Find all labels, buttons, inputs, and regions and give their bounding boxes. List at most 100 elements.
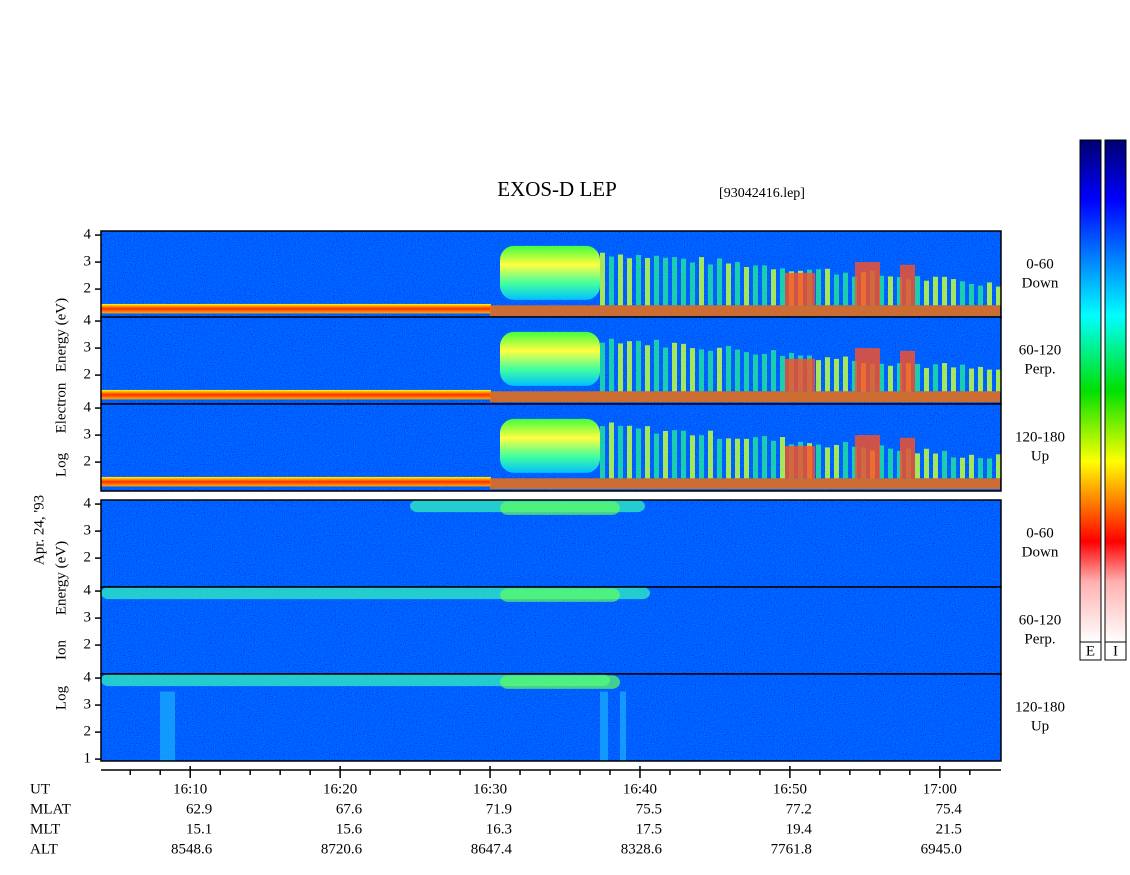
streak <box>672 342 677 392</box>
title: EXOS-D LEP <box>497 177 617 201</box>
x-tick-label: 16:50 <box>773 781 807 797</box>
y-tick-label: 4 <box>84 312 92 328</box>
streak <box>735 262 740 306</box>
y-axis-label: Electron <box>53 382 69 433</box>
streak <box>843 272 848 306</box>
streak <box>620 691 626 761</box>
y-tick-label: 4 <box>84 669 92 685</box>
ephemeris-value: 67.6 <box>336 801 363 817</box>
streak <box>888 276 893 306</box>
blob <box>500 418 600 473</box>
streak <box>618 425 623 479</box>
spectrogram <box>101 674 1001 761</box>
ephemeris-value: 8720.6 <box>321 841 363 857</box>
panel-label: 0-60 <box>1026 525 1054 541</box>
ephemeris-value: 62.9 <box>186 801 212 817</box>
streak <box>978 458 983 479</box>
streak <box>879 275 884 306</box>
burst <box>900 350 915 392</box>
ephemeris-label: ALT <box>30 841 58 857</box>
ephemeris-label: MLT <box>30 821 60 837</box>
streak <box>699 435 704 479</box>
streak <box>825 447 830 479</box>
streak <box>987 458 992 479</box>
streak <box>160 691 175 761</box>
ephemeris-value: 75.4 <box>936 801 963 817</box>
streak <box>717 438 722 479</box>
streak <box>735 349 740 392</box>
panel-frame <box>100 673 1002 762</box>
streak <box>690 348 695 392</box>
ephemeris-value: 8328.6 <box>621 841 663 857</box>
streak <box>942 276 947 306</box>
streak <box>654 433 659 479</box>
streak <box>915 363 920 392</box>
y-tick-label: 4 <box>84 226 92 242</box>
burst <box>855 435 880 479</box>
streak <box>771 440 776 479</box>
ephemeris-value: 7761.8 <box>771 841 812 857</box>
streak <box>744 266 749 306</box>
ephemeris-value: 6945.0 <box>921 841 962 857</box>
streak <box>654 255 659 306</box>
streak <box>987 282 992 306</box>
streak <box>627 341 632 392</box>
streak <box>780 355 785 392</box>
streak <box>987 369 992 392</box>
streak <box>663 430 668 479</box>
streak <box>897 363 902 392</box>
y-tick-label: 3 <box>84 427 92 443</box>
y-tick-label: 3 <box>84 340 92 356</box>
streak <box>762 353 767 392</box>
streak <box>609 338 614 392</box>
y-tick-label: 2 <box>84 637 92 653</box>
streak <box>699 257 704 306</box>
panel-label: Up <box>1031 718 1049 734</box>
colorbar-label: E <box>1086 643 1095 659</box>
y-tick-label: 4 <box>84 399 92 415</box>
streak <box>636 254 641 306</box>
streak <box>744 352 749 392</box>
streak <box>951 367 956 392</box>
streak <box>600 426 605 479</box>
burst <box>785 272 815 306</box>
low-band <box>101 303 491 314</box>
panel-label: Perp. <box>1024 631 1055 647</box>
streak <box>852 446 857 479</box>
panel-label: Down <box>1022 544 1059 560</box>
streak <box>627 425 632 479</box>
streak <box>753 354 758 392</box>
streak <box>744 438 749 479</box>
streak <box>762 436 767 479</box>
streak <box>708 350 713 392</box>
streak <box>942 450 947 479</box>
ephemeris-value: 17.5 <box>636 821 662 837</box>
streak <box>834 358 839 392</box>
streak <box>771 269 776 306</box>
streak <box>978 285 983 306</box>
blob <box>500 331 600 386</box>
streak <box>888 448 893 479</box>
streak <box>816 269 821 306</box>
panel-frame <box>100 403 1002 492</box>
high-band <box>101 674 610 687</box>
y-tick-label: 2 <box>84 281 92 297</box>
colorbar <box>1079 139 1102 643</box>
streak <box>897 277 902 306</box>
streak <box>681 430 686 479</box>
streak <box>960 281 965 306</box>
ephemeris-value: 8548.6 <box>171 841 213 857</box>
streak <box>690 262 695 306</box>
streak <box>780 268 785 306</box>
ephemeris-value: 16.3 <box>486 821 512 837</box>
streak <box>717 347 722 392</box>
panel-label: Up <box>1031 448 1049 464</box>
streak <box>636 428 641 479</box>
y-axis-label: Log <box>53 452 69 477</box>
y-axis-label: Log <box>53 685 69 710</box>
colorbar-box <box>1079 641 1102 661</box>
streak <box>924 448 929 479</box>
x-tick-label: 16:10 <box>173 781 207 797</box>
file-name: [93042416.lep] <box>719 186 805 201</box>
